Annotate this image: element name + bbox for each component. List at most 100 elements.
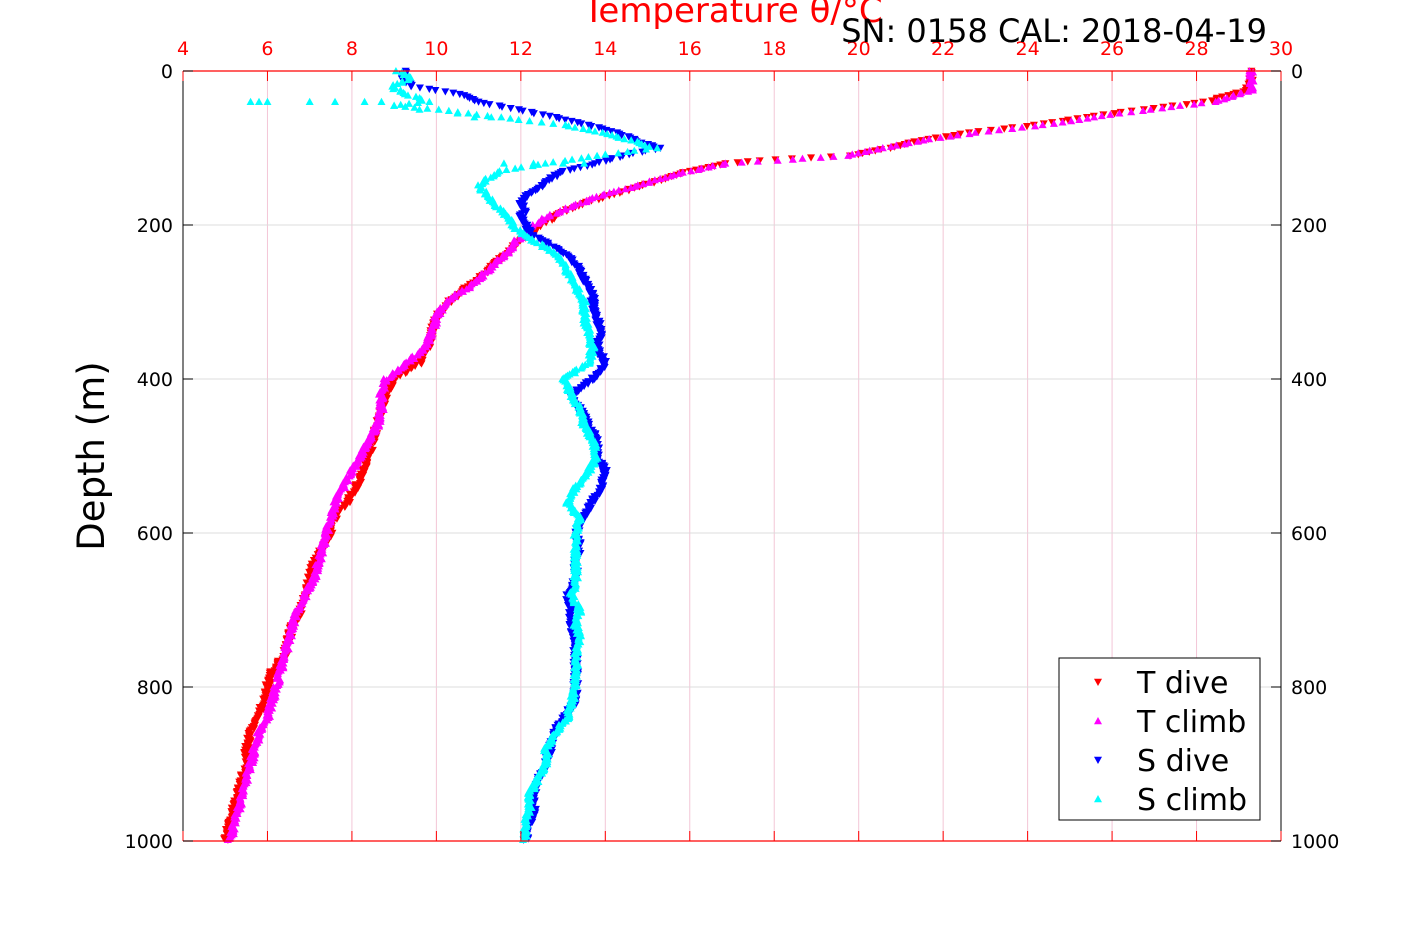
data-point [564,122,573,130]
data-point [538,111,547,119]
data-point [620,135,629,143]
x-tick-label: 6 [261,38,273,60]
data-point [401,102,410,110]
data-series [220,67,1258,844]
data-point [1197,99,1206,107]
y-tick-label-left: 600 [137,523,173,545]
data-point [405,99,414,107]
data-point [571,369,580,377]
data-point [936,133,945,141]
x-tick-label: 26 [1100,38,1124,60]
data-point [566,166,575,174]
series-s-climb [246,67,662,844]
serial-calibration-label: SN: 0158 CAL: 2018-04-19 [841,12,1267,50]
data-point [816,153,825,161]
data-point [1228,92,1237,100]
data-point [971,128,980,136]
data-point [1090,113,1099,121]
data-point [517,163,526,171]
data-point [593,151,602,159]
data-point [896,142,905,150]
data-point [577,154,586,162]
data-point [1127,108,1136,116]
data-point [605,188,614,197]
data-point [486,173,495,181]
data-point [1211,97,1220,105]
data-point [644,178,653,186]
legend-box [1058,657,1261,821]
data-point [413,351,422,359]
data-point [1106,110,1115,118]
legend-label: S climb [1137,783,1247,818]
data-point [1000,125,1009,133]
data-point [413,98,422,106]
data-point [532,238,541,247]
data-point [389,84,398,93]
y-tick-label-left: 200 [137,215,173,237]
x-tick-label: 22 [931,38,955,60]
data-point [878,144,887,152]
data-point [423,104,432,112]
data-point [798,154,807,162]
data-point [432,321,441,329]
data-point [552,209,561,217]
data-point [603,129,612,138]
data-point [549,158,558,166]
y-axis-label: Depth (m) [70,361,113,550]
data-point [514,115,523,123]
data-point [497,113,506,121]
data-point [434,105,443,113]
data-point [502,165,511,174]
data-point [913,137,922,145]
data-point [510,224,519,233]
data-point [1083,114,1092,122]
data-point [1110,110,1119,118]
data-point [591,127,600,135]
data-point [601,150,610,158]
data-point [587,122,596,131]
data-point [561,116,570,124]
data-point [518,107,527,115]
data-point [559,159,568,167]
data-point [1139,106,1148,114]
data-point [687,167,696,175]
data-point [656,174,665,182]
data-point [425,97,434,105]
data-point [1244,87,1253,95]
data-point [931,134,940,142]
data-point [331,97,340,105]
data-point [549,119,558,127]
data-point [487,113,496,121]
data-point [995,126,1004,134]
legend: T dive T climb S dive S climb [1058,657,1261,821]
data-point [464,109,473,117]
data-point [399,70,408,79]
data-point [476,186,485,194]
data-point [630,146,639,154]
data-point [974,128,983,136]
data-point [1067,117,1076,125]
data-point [444,106,453,114]
y-tick-label-right: 200 [1291,215,1327,237]
data-point [577,120,586,128]
data-point [415,84,424,92]
data-point [718,160,727,168]
data-point [576,199,585,207]
data-point [401,369,410,378]
data-point [865,146,874,154]
data-point [653,144,662,152]
data-point [525,117,534,125]
data-point [650,176,659,184]
data-point [886,142,895,150]
data-point [545,246,554,254]
data-point [614,149,623,157]
data-point [642,145,651,153]
data-point [614,133,623,141]
data-point [579,124,588,132]
data-point [398,78,407,86]
data-point [1158,104,1167,112]
data-point [614,186,623,194]
data-point [360,97,369,105]
data-point [504,249,513,257]
legend-marker [1094,678,1102,686]
